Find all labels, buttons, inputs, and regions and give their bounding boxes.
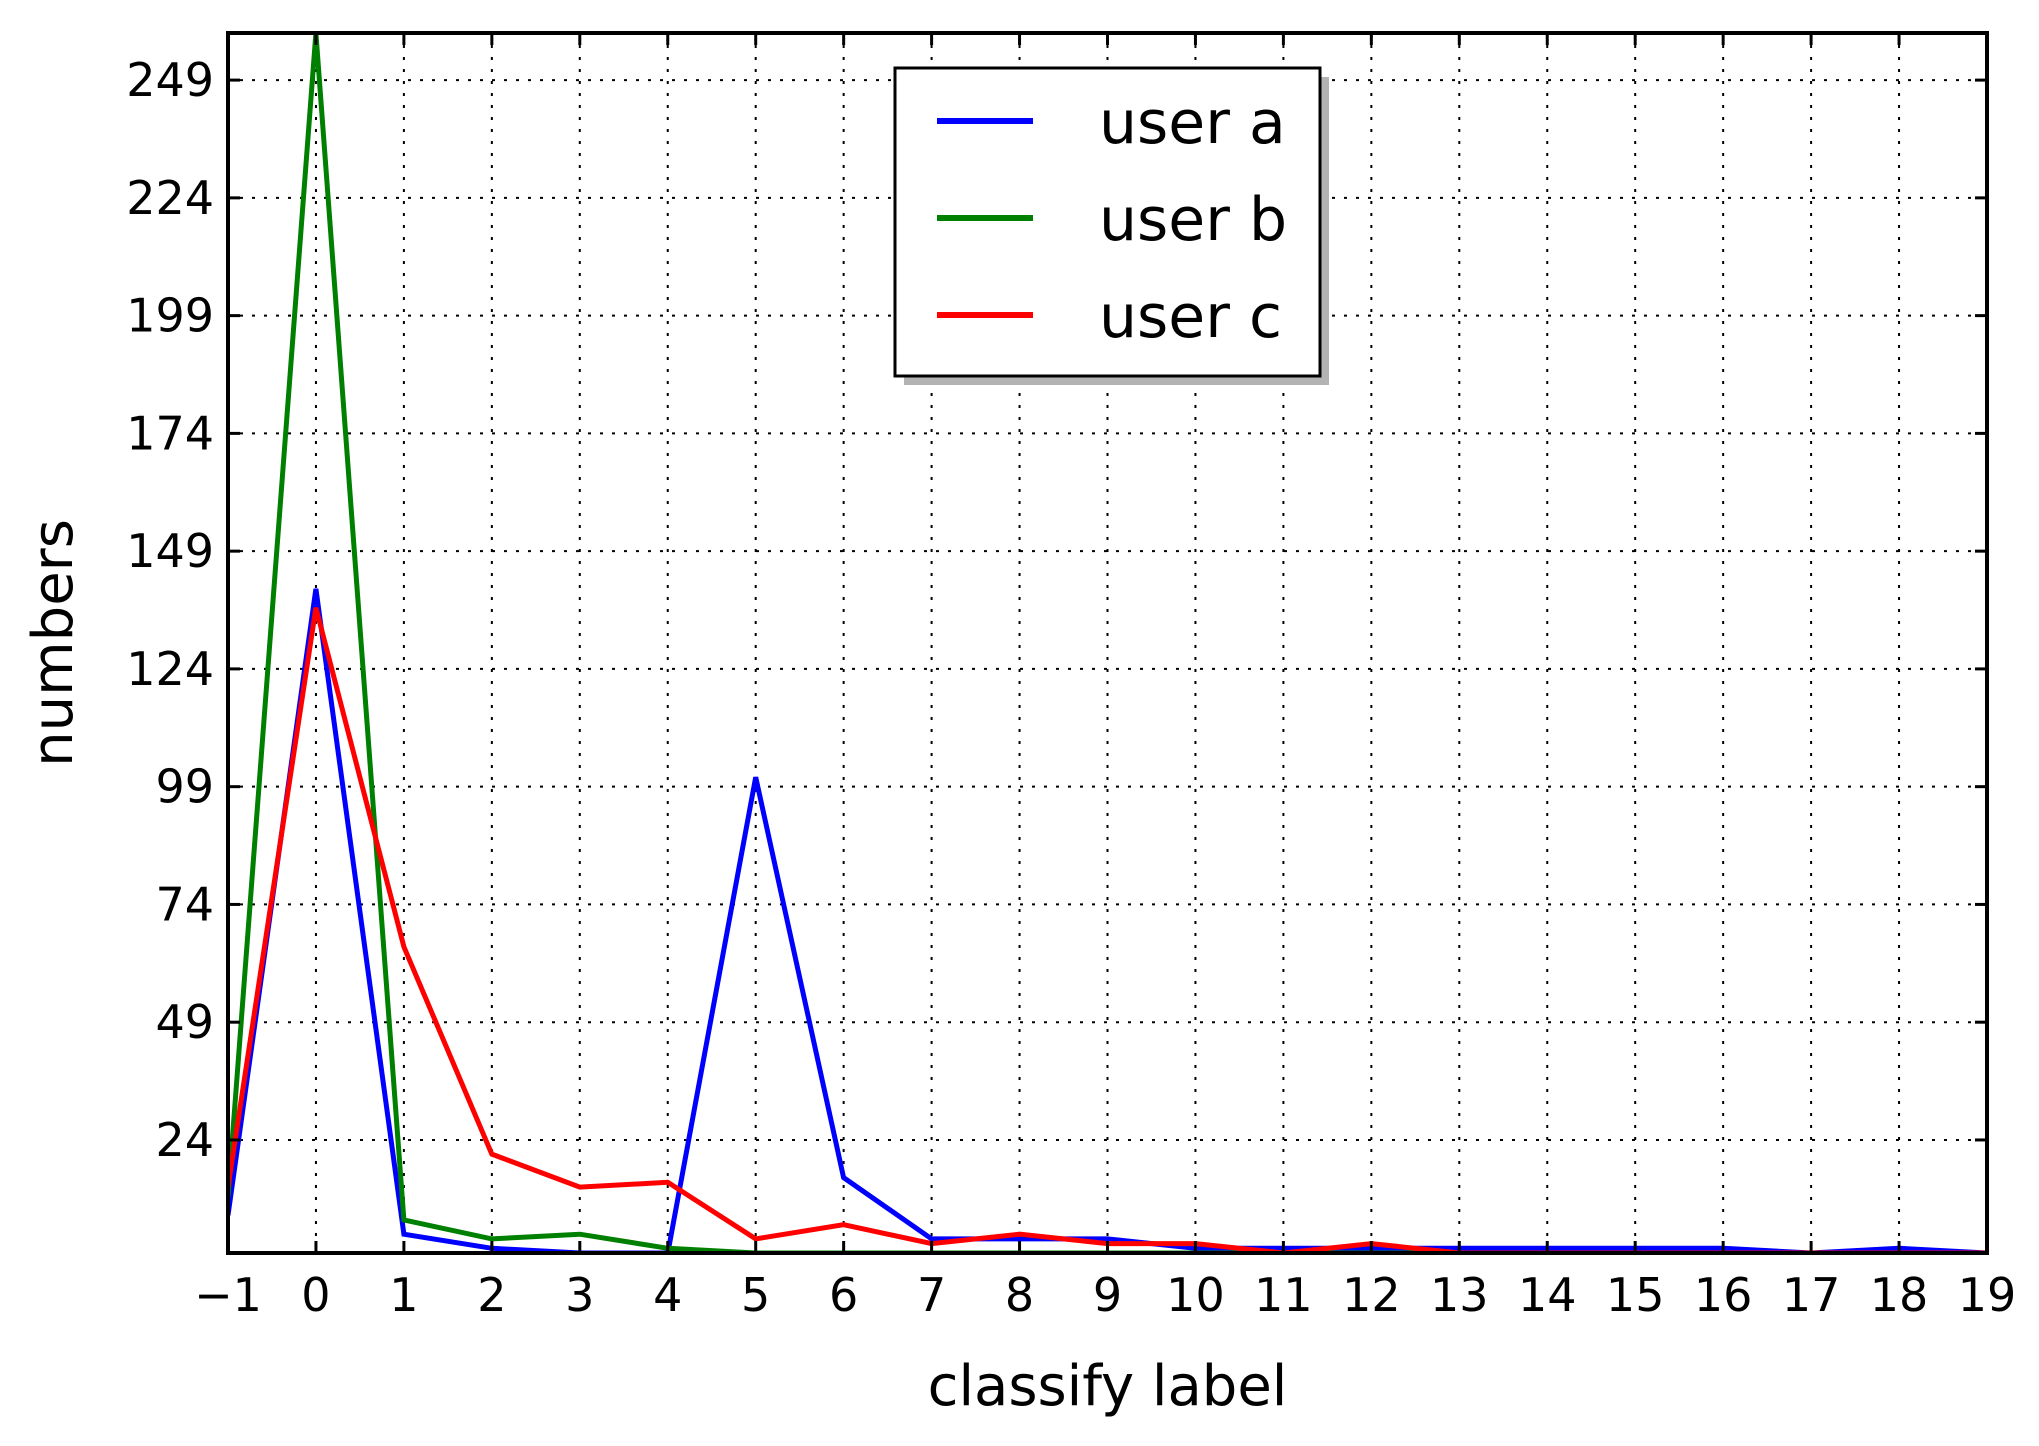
y-tick-label: 99 [155, 760, 214, 814]
legend-label-user-a: user a [1099, 88, 1286, 158]
x-tick-label: 17 [1782, 1268, 1841, 1322]
x-tick-label: 1 [389, 1268, 418, 1322]
x-tick-label: 0 [301, 1268, 330, 1322]
grid [228, 33, 1987, 1253]
y-tick-label: 249 [126, 53, 214, 107]
series-line-user-c [228, 607, 1987, 1253]
x-axis-ticks: −1 0 1 2 3 4 5 6 7 8 9 10 11 12 13 14 15 16 17 18 19 [194, 33, 2016, 1322]
x-tick-label: 5 [741, 1268, 770, 1322]
y-tick-label: 24 [155, 1113, 214, 1167]
x-tick-label: 11 [1254, 1268, 1313, 1322]
x-tick-label: 2 [477, 1268, 506, 1322]
x-tick-label: 3 [565, 1268, 594, 1322]
y-tick-label: 224 [126, 171, 214, 225]
x-tick-label: 13 [1430, 1268, 1489, 1322]
x-tick-label: 15 [1606, 1268, 1665, 1322]
legend-label-user-b: user b [1099, 185, 1287, 255]
y-tick-label: 49 [155, 995, 214, 1049]
x-axis-label: classify label [928, 1354, 1288, 1419]
x-tick-label: 18 [1870, 1268, 1929, 1322]
x-tick-label: 4 [653, 1268, 682, 1322]
legend-entries: user a user b user c [937, 88, 1287, 352]
y-axis-label: numbers [21, 519, 86, 767]
x-tick-label: 16 [1694, 1268, 1753, 1322]
y-tick-label: 174 [126, 406, 214, 460]
y-tick-label: 124 [126, 642, 214, 696]
x-tick-label: 12 [1342, 1268, 1401, 1322]
x-tick-label: 9 [1093, 1268, 1122, 1322]
y-axis-ticks: 24 49 74 99 124 149 174 199 224 249 [126, 53, 1987, 1167]
x-tick-label: 14 [1518, 1268, 1577, 1322]
legend-label-user-c: user c [1099, 282, 1282, 352]
x-tick-label: 19 [1958, 1268, 2017, 1322]
x-tick-label: 10 [1166, 1268, 1225, 1322]
y-tick-label: 74 [155, 877, 214, 931]
x-tick-label: −1 [194, 1268, 262, 1322]
y-tick-label: 199 [126, 289, 214, 343]
x-tick-label: 6 [829, 1268, 858, 1322]
legend: user a user b user c [893, 66, 1329, 385]
series-line-user-a [228, 588, 1987, 1253]
x-tick-label: 8 [1005, 1268, 1034, 1322]
y-tick-label: 149 [126, 524, 214, 578]
x-tick-label: 7 [917, 1268, 946, 1322]
series-line-user-b [228, 33, 1987, 1253]
